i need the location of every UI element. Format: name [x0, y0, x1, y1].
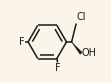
Text: F: F: [19, 37, 25, 47]
Text: Cl: Cl: [76, 12, 86, 22]
Polygon shape: [72, 42, 82, 54]
Text: OH: OH: [82, 48, 97, 58]
Text: F: F: [55, 63, 60, 73]
